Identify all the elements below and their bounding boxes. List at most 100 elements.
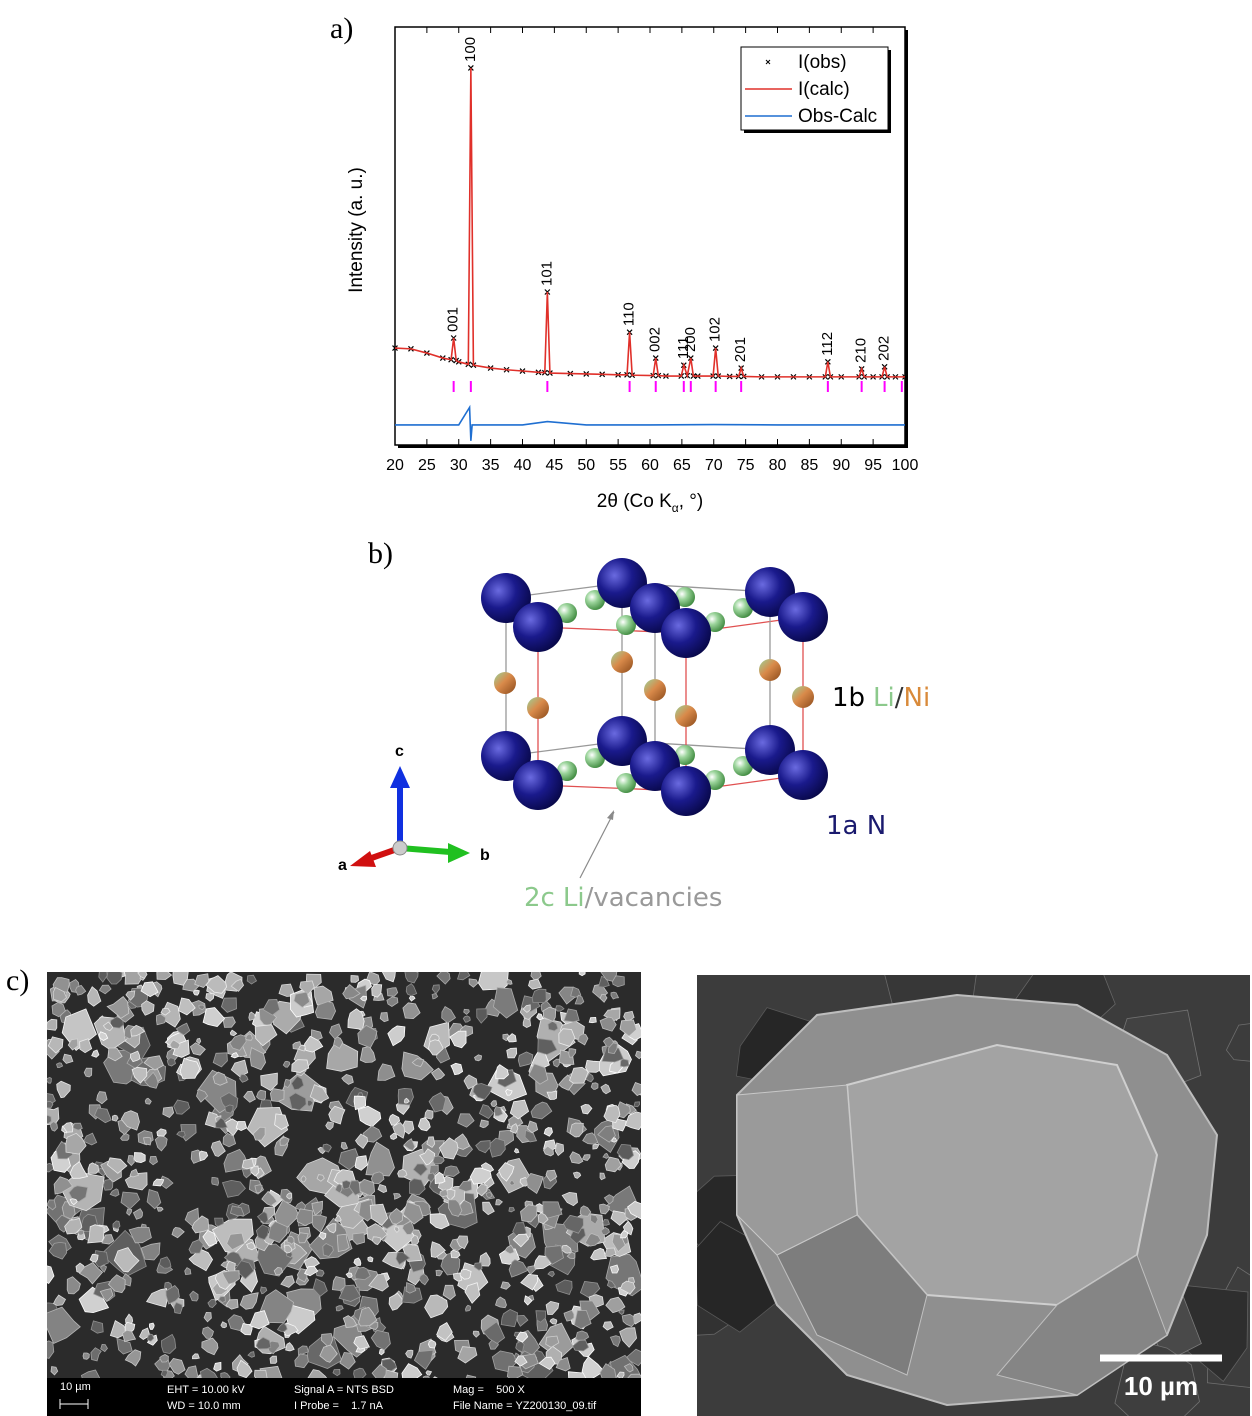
particle (626, 1200, 641, 1220)
particle (459, 1268, 472, 1280)
particle (274, 1113, 289, 1130)
particle (504, 1244, 515, 1255)
particle (90, 1347, 102, 1362)
particle (239, 1292, 259, 1310)
particle (600, 1226, 610, 1236)
atom (513, 602, 563, 652)
particle (631, 1081, 641, 1097)
particle (52, 986, 67, 1003)
particle (588, 1016, 597, 1024)
particle (291, 1059, 310, 1073)
info-text: EHT = 10.00 kV (167, 1384, 245, 1396)
particle (599, 993, 608, 1003)
particle (427, 1039, 444, 1056)
x-tick-label: 55 (609, 457, 627, 474)
particle (155, 1013, 167, 1026)
particle (297, 1232, 309, 1244)
particle (371, 983, 383, 998)
species: / (895, 683, 904, 713)
particle (91, 1049, 100, 1058)
particle (590, 1247, 608, 1261)
particle (405, 1349, 414, 1359)
particle (353, 1335, 370, 1350)
particle (606, 1279, 617, 1289)
particle (169, 1039, 181, 1050)
particle (229, 1029, 238, 1037)
particle (604, 1247, 617, 1257)
particle (457, 1180, 473, 1192)
particle (47, 1340, 55, 1359)
crystal-structure (481, 558, 828, 816)
atom (481, 731, 531, 781)
particle (221, 1179, 246, 1198)
particle (478, 1104, 495, 1120)
particle (177, 997, 196, 1016)
particle (610, 1210, 629, 1226)
particle (431, 993, 439, 1000)
atom (585, 590, 605, 610)
particle (528, 1063, 549, 1085)
particle (410, 1234, 420, 1246)
particle (428, 1092, 447, 1113)
particle (603, 1104, 621, 1124)
particle (52, 1294, 67, 1306)
particle (430, 1241, 446, 1258)
particle (148, 1322, 155, 1330)
particle (377, 1063, 396, 1081)
particle (434, 1171, 446, 1184)
particle (47, 1100, 54, 1109)
particle (62, 1053, 74, 1064)
legend-label: I(calc) (798, 79, 850, 100)
x-tick-label: 25 (418, 457, 436, 474)
particle (96, 1091, 108, 1105)
atom (616, 615, 636, 635)
particle (555, 1356, 571, 1372)
particle (119, 1132, 130, 1141)
particle (143, 1136, 152, 1146)
particle (635, 1050, 641, 1060)
particle (66, 1276, 81, 1295)
particle (590, 1214, 599, 1225)
particle (404, 972, 419, 984)
particle (259, 1289, 295, 1324)
particle (618, 1309, 625, 1316)
atom (557, 603, 577, 623)
particle (360, 995, 368, 1002)
particle (353, 1257, 362, 1266)
particle (130, 1024, 146, 1037)
particle (158, 1256, 172, 1269)
particle (227, 1314, 246, 1331)
particle (276, 1322, 288, 1332)
particle (342, 1315, 358, 1328)
particle (602, 1219, 611, 1226)
particle (225, 1299, 239, 1310)
particle (307, 1099, 314, 1108)
particle (87, 1162, 100, 1174)
particle (431, 984, 440, 995)
particle (300, 1175, 307, 1183)
particle (354, 1266, 371, 1281)
particle (472, 1083, 493, 1100)
particle (188, 1248, 214, 1272)
particle (48, 1241, 68, 1260)
particle (450, 1062, 464, 1076)
particle (498, 1162, 515, 1182)
particle (285, 1251, 293, 1259)
particle (172, 972, 189, 986)
particle (106, 1157, 128, 1174)
particle (464, 1304, 471, 1312)
particle (520, 1204, 538, 1223)
particle (603, 1008, 621, 1022)
particle (569, 1227, 586, 1245)
y-axis-label: Intensity (a. u.) (346, 167, 367, 293)
particle (229, 1205, 245, 1217)
particle (279, 1188, 293, 1204)
particle (512, 1233, 530, 1248)
particle (69, 1160, 89, 1179)
particle (294, 1353, 309, 1369)
particle (124, 1321, 136, 1332)
particle (505, 1089, 513, 1096)
particle (555, 1279, 573, 1295)
particle (438, 1137, 459, 1160)
